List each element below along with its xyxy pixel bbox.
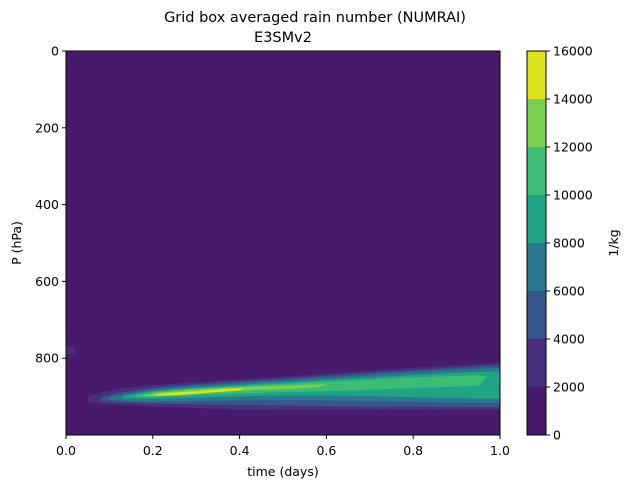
plot-area — [65, 50, 501, 436]
colorbar-segment — [527, 99, 546, 147]
colorbar-segment — [527, 243, 546, 291]
contour-small-patch — [66, 346, 75, 355]
colorbar-tick-label: 10000 — [553, 188, 593, 203]
colorbar: 0 2000 4000 6000 8000 10000 12000 14000 16000 1/… — [526, 44, 621, 443]
y-axis-ticks: 0 200 400 600 800 — [35, 44, 66, 366]
colorbar-segment — [527, 51, 546, 99]
colorbar-segment — [527, 387, 546, 435]
colorbar-segments — [527, 51, 546, 435]
colorbar-tick-label: 6000 — [553, 284, 585, 299]
y-tick-label: 400 — [35, 197, 59, 212]
colorbar-tick-label: 12000 — [553, 140, 593, 155]
y-tick-label: 800 — [35, 351, 59, 366]
contour-layer — [66, 346, 501, 410]
colorbar-tick-label: 16000 — [553, 44, 593, 59]
x-axis-label: time (days) — [247, 464, 318, 479]
x-tick-label: 0.6 — [316, 443, 336, 458]
colorbar-segment — [527, 291, 546, 339]
colorbar-tick-label: 4000 — [553, 332, 585, 347]
colorbar-label: 1/kg — [606, 229, 621, 256]
x-tick-label: 1.0 — [490, 443, 510, 458]
y-tick-label: 600 — [35, 274, 59, 289]
y-axis-label: P (hPa) — [9, 221, 24, 265]
colorbar-segment — [527, 339, 546, 387]
plot-frame — [65, 50, 501, 436]
colorbar-tick-label: 0 — [553, 428, 561, 443]
chart-subtitle: E3SMv2 — [254, 30, 312, 46]
x-tick-label: 0.4 — [230, 443, 250, 458]
colorbar-tick-label: 14000 — [553, 92, 593, 107]
x-tick-label: 0.0 — [56, 443, 76, 458]
x-axis-ticks: 0.0 0.2 0.4 0.6 0.8 1.0 — [56, 435, 510, 458]
y-tick-label: 200 — [35, 120, 59, 135]
colorbar-segment — [527, 195, 546, 243]
colorbar-ticks: 0 2000 4000 6000 8000 10000 12000 14000 16000 — [546, 44, 593, 443]
chart-title: Grid box averaged rain number (NUMRAI) — [164, 10, 466, 26]
colorbar-tick-label: 2000 — [553, 380, 585, 395]
x-tick-label: 0.2 — [143, 443, 163, 458]
x-tick-label: 0.8 — [403, 443, 423, 458]
contour-band-7 — [152, 388, 244, 396]
y-tick-label: 0 — [51, 44, 59, 59]
colorbar-segment — [527, 147, 546, 195]
colorbar-tick-label: 8000 — [553, 236, 585, 251]
